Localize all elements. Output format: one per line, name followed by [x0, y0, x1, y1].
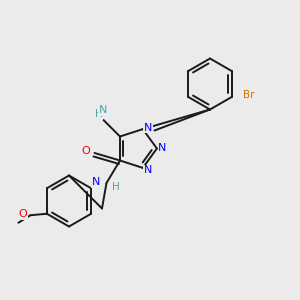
Text: N: N: [143, 165, 152, 175]
Text: N: N: [99, 105, 107, 116]
Text: H: H: [95, 109, 103, 119]
Text: Br: Br: [243, 90, 254, 100]
Text: N: N: [158, 143, 166, 154]
Text: N: N: [92, 177, 100, 188]
Text: H: H: [112, 182, 120, 192]
Text: O: O: [81, 146, 90, 157]
Text: N: N: [144, 123, 152, 133]
Text: O: O: [19, 209, 27, 219]
